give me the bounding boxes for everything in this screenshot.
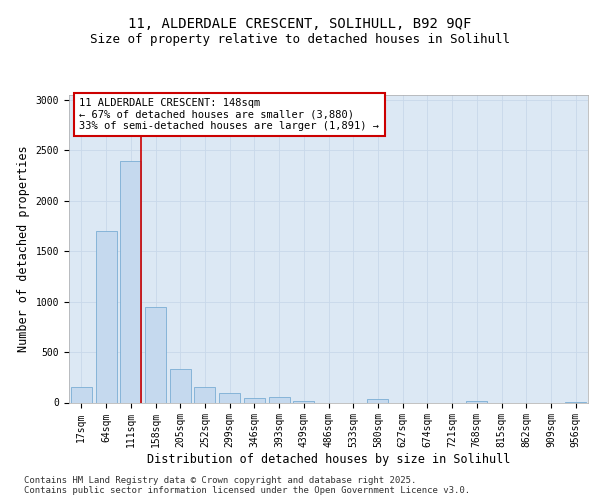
- Bar: [269, 398, 290, 402]
- Bar: [219, 394, 240, 402]
- Bar: [466, 400, 487, 402]
- Bar: [170, 369, 191, 402]
- Bar: [120, 160, 141, 402]
- X-axis label: Distribution of detached houses by size in Solihull: Distribution of detached houses by size …: [147, 453, 510, 466]
- Bar: [194, 387, 215, 402]
- Bar: [145, 306, 166, 402]
- Text: Size of property relative to detached houses in Solihull: Size of property relative to detached ho…: [90, 32, 510, 46]
- Bar: [367, 399, 388, 402]
- Bar: [71, 387, 92, 402]
- Y-axis label: Number of detached properties: Number of detached properties: [17, 146, 30, 352]
- Text: 11 ALDERDALE CRESCENT: 148sqm
← 67% of detached houses are smaller (3,880)
33% o: 11 ALDERDALE CRESCENT: 148sqm ← 67% of d…: [79, 98, 379, 132]
- Bar: [95, 231, 116, 402]
- Text: 11, ALDERDALE CRESCENT, SOLIHULL, B92 9QF: 11, ALDERDALE CRESCENT, SOLIHULL, B92 9Q…: [128, 18, 472, 32]
- Text: Contains HM Land Registry data © Crown copyright and database right 2025.
Contai: Contains HM Land Registry data © Crown c…: [24, 476, 470, 495]
- Bar: [244, 398, 265, 402]
